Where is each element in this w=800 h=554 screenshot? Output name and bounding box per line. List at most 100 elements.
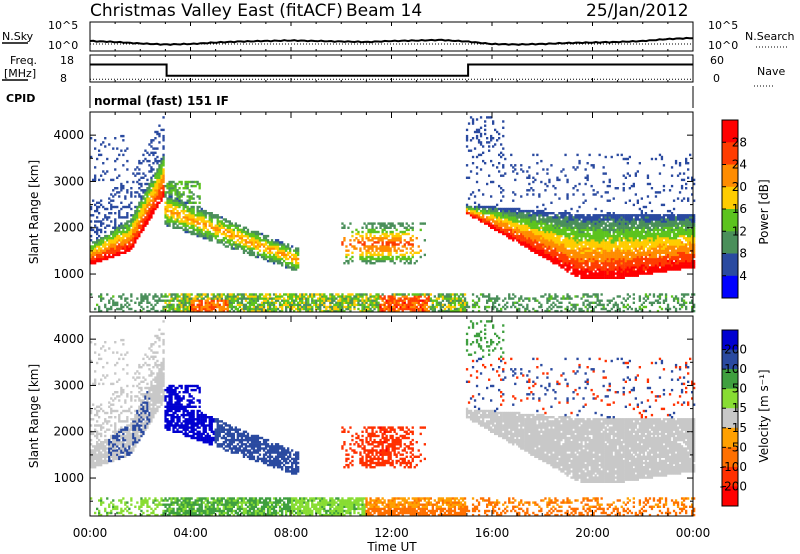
power-cell bbox=[232, 224, 235, 227]
power-cell bbox=[516, 212, 519, 215]
power-cell bbox=[224, 220, 227, 223]
power-cell bbox=[357, 295, 360, 298]
power-cell bbox=[136, 297, 139, 300]
power-cell bbox=[526, 307, 529, 311]
power-cell bbox=[385, 307, 388, 311]
power-cell bbox=[582, 253, 585, 257]
power-cell bbox=[114, 301, 117, 304]
power-cell bbox=[524, 297, 527, 300]
power-cell bbox=[222, 232, 225, 236]
power-cell bbox=[331, 295, 334, 298]
power-cell bbox=[146, 151, 149, 154]
power-cell bbox=[293, 309, 296, 313]
power-cell bbox=[492, 207, 495, 211]
power-cell bbox=[345, 245, 348, 248]
power-cell bbox=[226, 293, 229, 296]
power-cell bbox=[477, 153, 481, 157]
power-cell bbox=[586, 162, 589, 165]
power-cell bbox=[395, 234, 398, 238]
power-cell bbox=[542, 234, 545, 238]
power-cell bbox=[498, 184, 501, 188]
power-cell bbox=[512, 170, 515, 173]
power-cell bbox=[548, 232, 551, 236]
power-cell bbox=[417, 251, 420, 254]
power-cell bbox=[574, 230, 577, 234]
freq-unit-label: [MHz] bbox=[4, 67, 36, 80]
power-cell bbox=[234, 234, 237, 238]
power-cell bbox=[208, 234, 211, 238]
power-cell bbox=[371, 243, 374, 246]
power-cell bbox=[576, 222, 579, 225]
power-cell bbox=[590, 276, 593, 279]
power-cell bbox=[347, 253, 350, 257]
power-cell bbox=[216, 239, 219, 242]
power-cell bbox=[381, 237, 384, 240]
power-cell bbox=[381, 239, 384, 242]
power-cell bbox=[230, 247, 233, 250]
power-cell bbox=[530, 187, 533, 190]
power-cell bbox=[508, 226, 511, 229]
power-cell bbox=[162, 184, 165, 188]
power-cell bbox=[550, 226, 553, 229]
power-cell bbox=[132, 230, 135, 234]
power-cell bbox=[383, 232, 386, 236]
power-cell bbox=[556, 220, 559, 223]
power-cell bbox=[586, 226, 589, 229]
power-cell bbox=[190, 230, 193, 234]
power-cell bbox=[198, 293, 201, 296]
power-cell bbox=[204, 307, 207, 311]
power-cell bbox=[518, 241, 521, 244]
power-cell bbox=[546, 297, 549, 300]
power-cell bbox=[407, 305, 410, 309]
power-cell bbox=[500, 224, 503, 227]
power-cell bbox=[482, 205, 485, 209]
power-cell bbox=[154, 303, 157, 307]
power-cell bbox=[311, 301, 314, 304]
power-cell bbox=[136, 234, 139, 238]
power-cell bbox=[256, 297, 260, 300]
power-cell bbox=[120, 149, 123, 152]
power-cell bbox=[369, 299, 372, 302]
power-cell bbox=[248, 303, 252, 307]
power-cell bbox=[582, 257, 585, 261]
power-cell bbox=[510, 234, 513, 238]
power-cell bbox=[479, 205, 483, 209]
power-cell bbox=[592, 216, 595, 219]
power-cell bbox=[142, 228, 145, 232]
power-cell bbox=[371, 226, 374, 229]
power-cell bbox=[582, 249, 585, 252]
power-cell bbox=[351, 251, 354, 254]
power-cell bbox=[548, 241, 551, 244]
power-cell bbox=[411, 299, 414, 302]
power-cell bbox=[200, 218, 203, 221]
power-cell bbox=[353, 245, 356, 248]
power-cell bbox=[353, 297, 356, 300]
power-cell bbox=[104, 216, 107, 219]
power-cell bbox=[343, 224, 346, 227]
power-cell bbox=[204, 305, 207, 309]
power-cell bbox=[566, 249, 569, 252]
power-cell bbox=[558, 222, 561, 225]
power-cell bbox=[335, 307, 338, 311]
power-cell bbox=[546, 226, 549, 229]
power-cell bbox=[558, 241, 561, 244]
power-cell bbox=[114, 237, 117, 240]
power-cell bbox=[112, 253, 115, 257]
power-cell bbox=[264, 293, 268, 296]
power-cell bbox=[371, 295, 374, 298]
power-cell bbox=[588, 241, 591, 244]
power-cell bbox=[287, 297, 290, 300]
power-cell bbox=[335, 301, 338, 304]
power-cell bbox=[542, 247, 545, 250]
power-cell bbox=[401, 307, 404, 311]
power-cell bbox=[465, 139, 469, 142]
power-cell bbox=[228, 301, 231, 304]
power-cell bbox=[558, 226, 561, 229]
power-cell bbox=[379, 297, 382, 300]
power-cell bbox=[116, 239, 119, 242]
power-cell bbox=[477, 189, 481, 192]
power-cell bbox=[429, 307, 432, 311]
power-cell bbox=[494, 207, 497, 211]
power-cell bbox=[283, 243, 286, 246]
power-cell bbox=[494, 128, 497, 132]
